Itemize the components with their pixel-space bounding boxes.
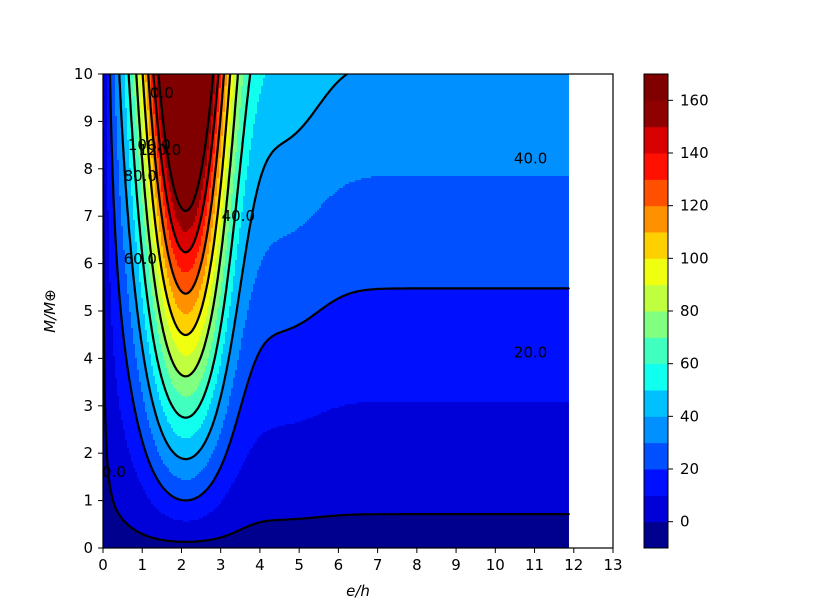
contour-chart: 0.020.040.040.060.080.0100.0120.00.0 012… <box>0 0 822 616</box>
